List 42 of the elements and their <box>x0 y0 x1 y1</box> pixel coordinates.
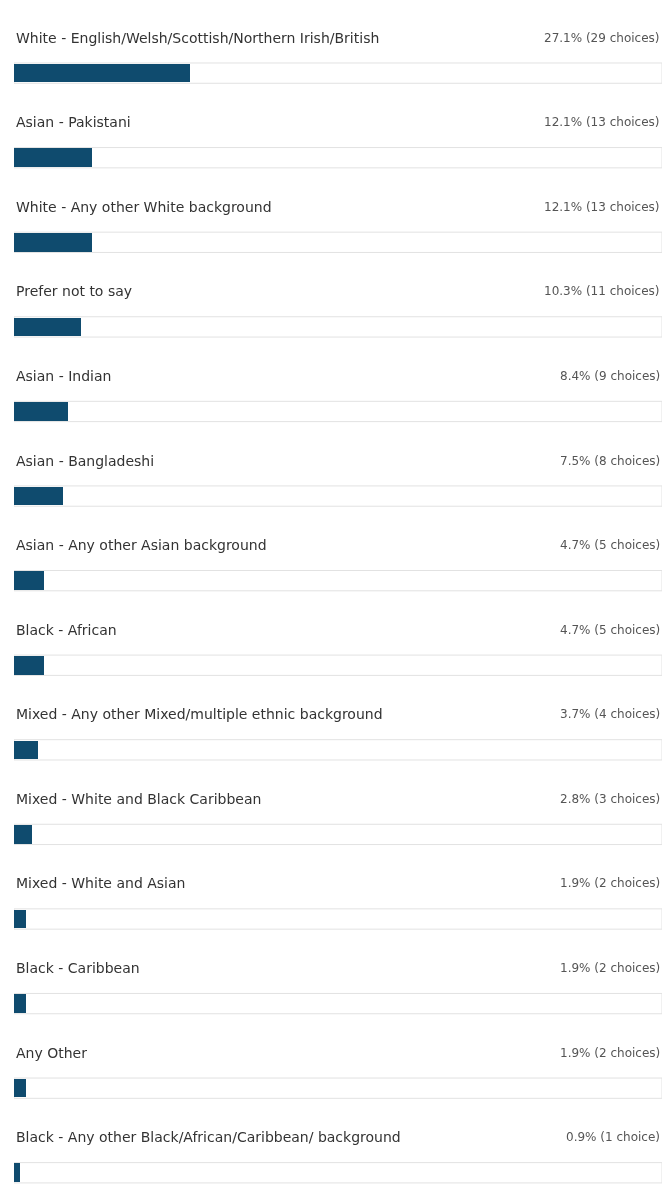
bar <box>14 318 81 336</box>
bar <box>14 487 63 505</box>
bar <box>14 148 92 167</box>
data-label: 1.9% (2 choices) <box>560 961 661 975</box>
data-label: 3.7% (4 choices) <box>560 707 661 721</box>
bar <box>14 910 26 928</box>
y-tick-label: Mixed - Any other Mixed/multiple ethnic background <box>16 706 383 722</box>
y-tick-label: Asian - Any other Asian background <box>16 537 267 553</box>
bar <box>14 741 38 759</box>
y-tick-label: Black - African <box>16 622 117 638</box>
data-label: 12.1% (13 choices) <box>544 200 660 214</box>
bar <box>14 1079 26 1097</box>
y-tick-label: Mixed - White and Black Caribbean <box>16 791 262 807</box>
data-label: 0.9% (1 choice) <box>566 1130 660 1144</box>
data-label: 12.1% (13 choices) <box>544 115 660 129</box>
y-tick-label: Black - Caribbean <box>16 960 140 976</box>
y-tick-label: Prefer not to say <box>16 283 133 299</box>
y-tick-label: Asian - Bangladeshi <box>16 453 155 469</box>
data-label: 7.5% (8 choices) <box>560 454 661 468</box>
data-label: 4.7% (5 choices) <box>560 623 661 637</box>
y-tick-label: White - English/Welsh/Scottish/Northern Irish/British <box>16 30 380 46</box>
data-label: 1.9% (2 choices) <box>560 876 661 890</box>
data-label: 27.1% (29 choices) <box>544 31 660 45</box>
y-tick-label: Asian - Indian <box>16 368 112 384</box>
bar <box>14 233 92 252</box>
bar <box>14 656 44 675</box>
data-label: 10.3% (11 choices) <box>544 284 660 298</box>
y-tick-label: Any Other <box>16 1045 88 1061</box>
bar <box>14 571 44 590</box>
y-tick-label: Black - Any other Black/African/Caribbean/ background <box>16 1129 401 1145</box>
bar <box>14 64 190 82</box>
data-label: 1.9% (2 choices) <box>560 1046 661 1060</box>
bar <box>14 402 68 421</box>
bar <box>14 994 26 1013</box>
data-label: 2.8% (3 choices) <box>560 792 661 806</box>
y-tick-label: Mixed - White and Asian <box>16 875 186 891</box>
bar <box>14 1163 20 1182</box>
y-tick-label: Asian - Pakistani <box>16 114 131 130</box>
data-label: 8.4% (9 choices) <box>560 369 661 383</box>
bar <box>14 825 32 844</box>
y-tick-label: White - Any other White background <box>16 199 272 215</box>
data-label: 4.7% (5 choices) <box>560 538 661 552</box>
